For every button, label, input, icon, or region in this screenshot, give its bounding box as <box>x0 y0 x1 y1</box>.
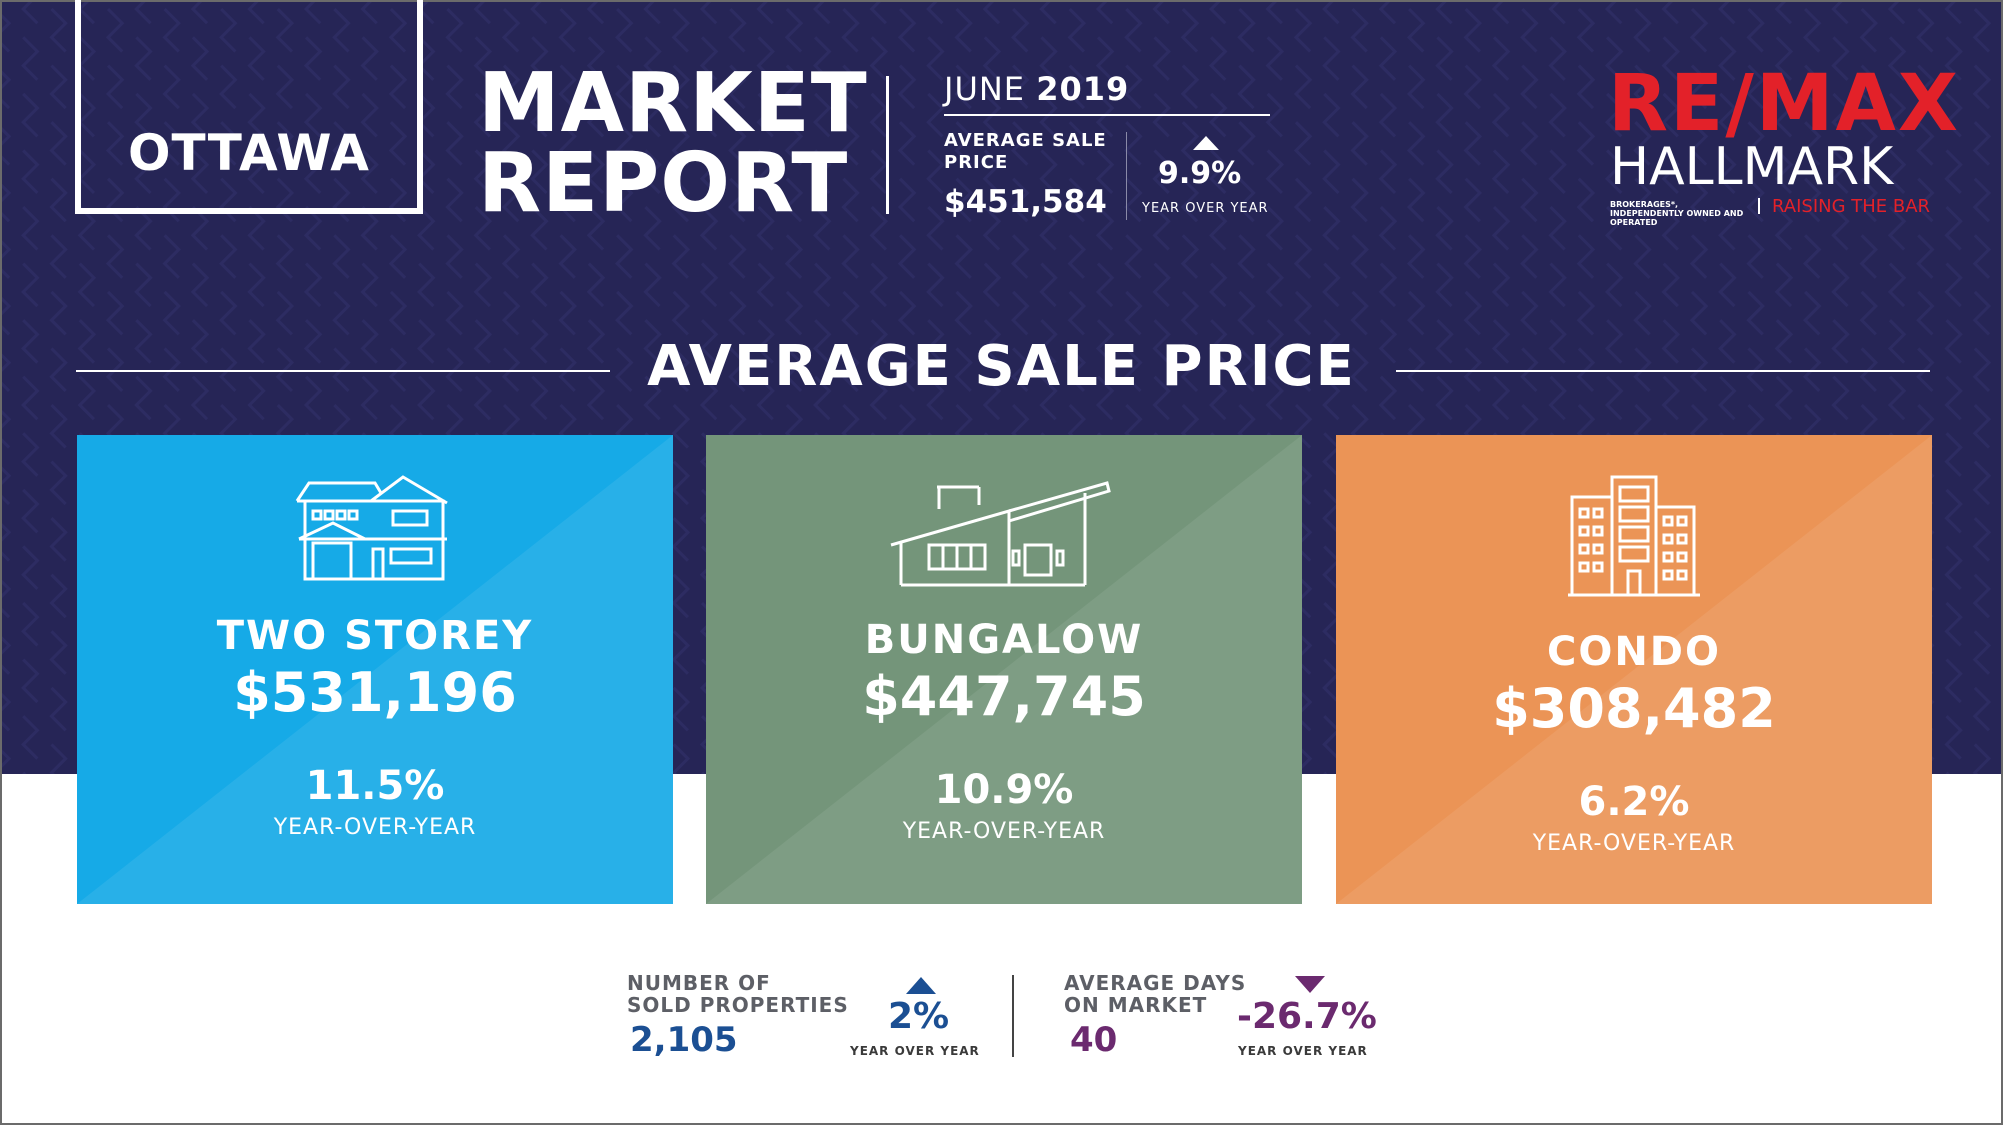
days-on-market-change: -26.7% <box>1237 996 1377 1037</box>
city-box: OTTAWA <box>75 0 423 214</box>
period-rule <box>944 114 1270 116</box>
section-rule-right <box>1396 370 1930 372</box>
overall-avg-caption: YEAR OVER YEAR <box>1142 201 1269 216</box>
bungalow-card: BUNGALOW $447,745 10.9% YEAR-OVER-YEAR <box>706 435 1302 904</box>
section-title: AVERAGE SALE PRICE <box>647 334 1356 399</box>
condo-building-icon <box>1568 475 1700 597</box>
card-name: CONDO <box>1546 629 1722 675</box>
sold-label-line1: NUMBER OF <box>627 971 771 995</box>
report-year: 2019 <box>1036 70 1130 108</box>
overall-avg-separator <box>1126 132 1127 220</box>
sold-properties-value: 2,105 <box>630 1020 738 1060</box>
two-storey-house-icon <box>295 475 448 581</box>
bungalow-icon <box>890 481 1111 587</box>
report-title-line2: REPORT <box>478 136 849 231</box>
card-shine <box>706 435 1302 904</box>
logo-divider <box>1758 198 1760 214</box>
card-caption: YEAR-OVER-YEAR <box>1532 831 1736 856</box>
report-title: MARKET REPORT <box>478 56 868 231</box>
city-label: OTTAWA <box>127 124 371 182</box>
remax-logo: RE/MAX <box>1608 59 1960 149</box>
stats-divider <box>1012 975 1014 1057</box>
report-month: JUNE <box>944 70 1026 108</box>
card-change: 10.9% <box>934 767 1074 813</box>
card-price: $531,196 <box>233 661 517 724</box>
up-arrow-icon <box>906 977 936 994</box>
overall-avg-label: AVERAGE SALE PRICE <box>944 130 1107 173</box>
logo-fine-print: BROKERAGES*, INDEPENDENTLY OWNED AND OPE… <box>1610 200 1744 227</box>
overall-avg-value: $451,584 <box>944 184 1107 220</box>
report-period: JUNE 2019 <box>944 70 1129 108</box>
condo-card: CONDO $308,482 6.2% YEAR-OVER-YEAR <box>1336 435 1932 904</box>
report-title-line1: MARKET <box>478 56 868 151</box>
card-name: TWO STOREY <box>216 613 534 659</box>
days-label-line1: AVERAGE DAYS <box>1064 971 1247 995</box>
days-on-market-value: 40 <box>1070 1020 1118 1060</box>
section-rule-left <box>76 370 610 372</box>
up-arrow-icon <box>1193 136 1219 150</box>
sold-properties-caption: YEAR OVER YEAR <box>850 1044 980 1058</box>
overall-avg-change: 9.9% <box>1158 156 1242 191</box>
days-on-market-caption: YEAR OVER YEAR <box>1238 1044 1368 1058</box>
sold-label-line2: SOLD PROPERTIES <box>627 993 849 1017</box>
card-price: $308,482 <box>1492 677 1776 740</box>
card-shine <box>1336 435 1932 904</box>
card-price: $447,745 <box>862 665 1146 728</box>
logo-tagline: RAISING THE BAR <box>1772 196 1931 217</box>
days-label-line2: ON MARKET <box>1064 993 1208 1017</box>
down-arrow-icon <box>1295 976 1325 993</box>
card-caption: YEAR-OVER-YEAR <box>273 815 477 840</box>
card-shine <box>77 435 673 904</box>
sold-properties-label: NUMBER OF SOLD PROPERTIES <box>627 972 849 1016</box>
card-caption: YEAR-OVER-YEAR <box>902 819 1106 844</box>
hallmark-logo: HALLMARK <box>1610 137 1894 197</box>
sold-properties-change: 2% <box>888 996 950 1037</box>
header-divider <box>886 76 889 214</box>
card-change: 11.5% <box>305 763 445 809</box>
card-name: BUNGALOW <box>864 617 1144 663</box>
card-change: 6.2% <box>1578 779 1690 825</box>
days-on-market-label: AVERAGE DAYS ON MARKET <box>1064 972 1246 1016</box>
two-storey-card: TWO STOREY $531,196 11.5% YEAR-OVER-YEAR <box>77 435 673 904</box>
